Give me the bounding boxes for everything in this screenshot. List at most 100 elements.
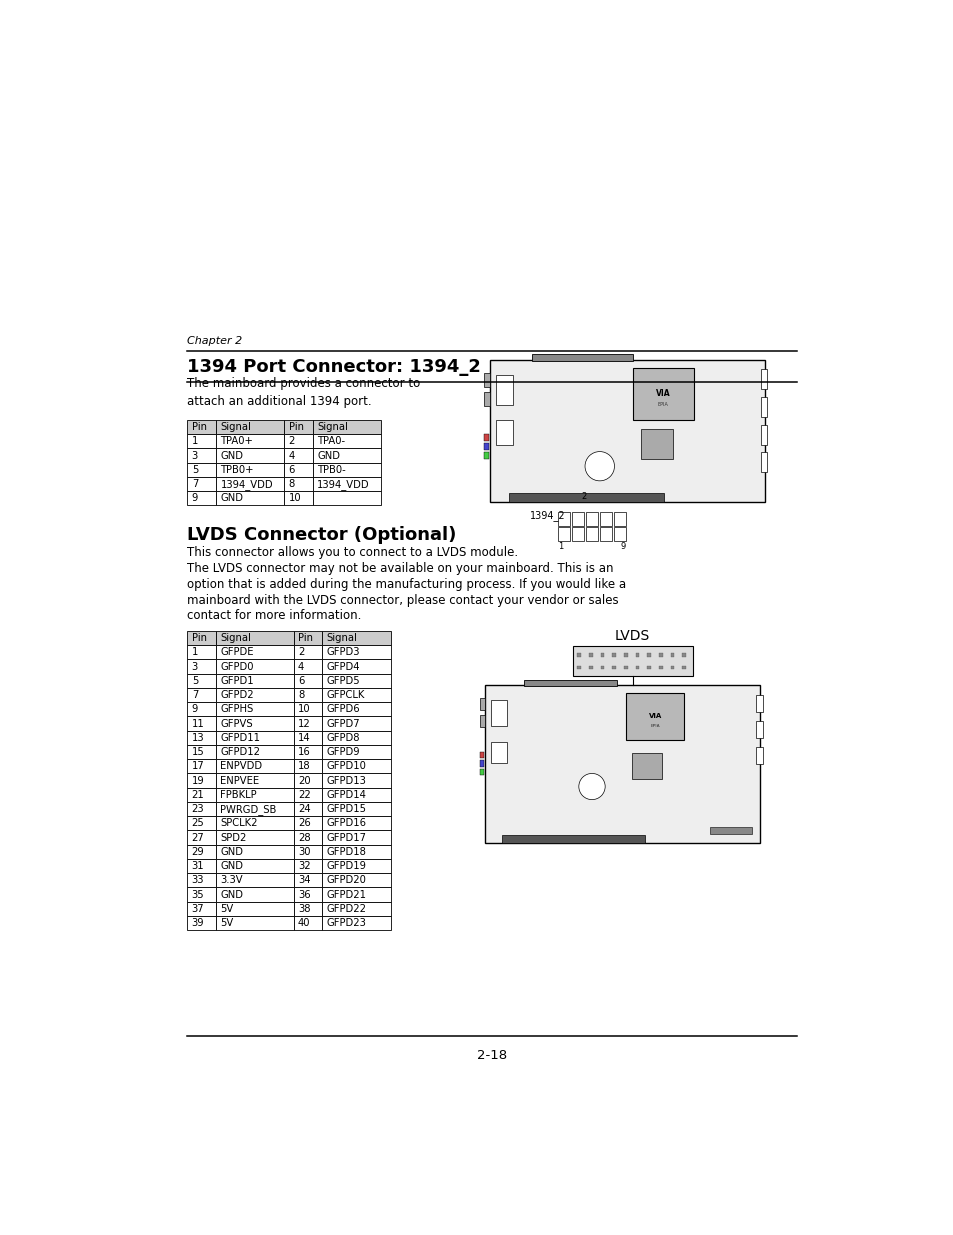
Text: 18: 18 <box>297 761 310 772</box>
Bar <box>585 527 598 541</box>
Bar <box>216 463 284 477</box>
Text: GND: GND <box>220 451 243 461</box>
Text: 9: 9 <box>192 704 198 714</box>
Text: 11: 11 <box>192 719 204 729</box>
Bar <box>633 368 693 420</box>
Text: 2: 2 <box>289 436 294 446</box>
Text: 1: 1 <box>192 436 198 446</box>
Text: 35: 35 <box>192 889 204 899</box>
Bar <box>294 873 322 888</box>
Text: 26: 26 <box>297 819 311 829</box>
Bar <box>313 420 381 435</box>
Text: GFPD20: GFPD20 <box>326 876 366 885</box>
Text: The LVDS connector may not be available on your mainboard. This is an: The LVDS connector may not be available … <box>187 562 614 576</box>
Bar <box>216 492 284 505</box>
Text: GFPD7: GFPD7 <box>326 719 360 729</box>
Text: 33: 33 <box>192 876 204 885</box>
Bar <box>187 816 216 830</box>
Text: Pin: Pin <box>192 422 207 432</box>
Text: Pin: Pin <box>289 422 303 432</box>
Circle shape <box>578 773 604 799</box>
Bar <box>187 916 216 930</box>
Bar <box>635 666 639 669</box>
Bar <box>322 773 390 788</box>
Bar <box>187 463 216 477</box>
Bar <box>187 659 216 674</box>
Text: GFPD17: GFPD17 <box>326 832 366 842</box>
Text: attach an additional 1394 port.: attach an additional 1394 port. <box>187 395 372 408</box>
Text: 39: 39 <box>192 918 204 927</box>
Bar <box>496 420 513 445</box>
Bar <box>577 653 580 657</box>
Text: 30: 30 <box>297 847 310 857</box>
Bar <box>313 448 381 463</box>
Bar <box>322 873 390 888</box>
Text: Signal: Signal <box>326 634 357 643</box>
Bar <box>489 359 764 503</box>
Bar <box>187 788 216 802</box>
Bar <box>216 773 294 788</box>
Bar <box>585 511 598 526</box>
Bar <box>187 435 216 448</box>
Text: TPB0+: TPB0+ <box>220 464 253 475</box>
Bar <box>187 492 216 505</box>
Text: The mainboard provides a connector to: The mainboard provides a connector to <box>187 377 420 390</box>
Text: 9: 9 <box>192 493 198 504</box>
Bar <box>294 830 322 845</box>
Bar <box>187 858 216 873</box>
Bar <box>294 902 322 916</box>
Bar <box>588 666 592 669</box>
Text: GFPDE: GFPDE <box>220 647 253 657</box>
Text: 6: 6 <box>297 676 304 685</box>
Bar <box>216 830 294 845</box>
Bar <box>322 858 390 873</box>
Bar <box>216 731 294 745</box>
Bar <box>479 715 484 727</box>
Bar <box>284 420 313 435</box>
Text: 2: 2 <box>297 647 304 657</box>
Bar <box>187 845 216 858</box>
Bar <box>681 666 685 669</box>
Text: 5V: 5V <box>220 918 233 927</box>
Bar <box>313 463 381 477</box>
Text: Pin: Pin <box>297 634 313 643</box>
Bar <box>532 353 633 362</box>
Bar <box>216 659 294 674</box>
Bar <box>483 373 489 387</box>
Bar <box>294 645 322 659</box>
Bar <box>659 666 662 669</box>
Bar <box>187 477 216 492</box>
Bar <box>322 902 390 916</box>
Bar <box>484 685 760 842</box>
Bar <box>216 816 294 830</box>
Text: 25: 25 <box>192 819 204 829</box>
Text: GND: GND <box>220 847 243 857</box>
Bar <box>760 425 766 445</box>
Text: GFPD0: GFPD0 <box>220 662 253 672</box>
Bar <box>483 393 489 406</box>
Bar <box>216 902 294 916</box>
Text: GFPD4: GFPD4 <box>326 662 359 672</box>
Bar <box>322 716 390 731</box>
Text: 7: 7 <box>192 690 198 700</box>
Bar <box>216 916 294 930</box>
Text: GFPHS: GFPHS <box>220 704 253 714</box>
Text: 3: 3 <box>192 451 198 461</box>
Bar <box>294 716 322 731</box>
Text: GFPD11: GFPD11 <box>220 732 260 742</box>
Bar <box>322 659 390 674</box>
Bar <box>588 653 592 657</box>
Bar <box>612 666 616 669</box>
Bar <box>294 674 322 688</box>
Circle shape <box>584 452 614 480</box>
Bar <box>216 688 294 703</box>
Text: 5: 5 <box>192 676 198 685</box>
Text: 10: 10 <box>289 493 301 504</box>
Bar <box>756 747 761 764</box>
Text: 21: 21 <box>192 790 204 800</box>
Text: GFPD1: GFPD1 <box>220 676 253 685</box>
Text: 24: 24 <box>297 804 310 814</box>
Bar <box>523 679 617 687</box>
Bar <box>509 493 663 503</box>
Text: ENPVEE: ENPVEE <box>220 776 259 785</box>
